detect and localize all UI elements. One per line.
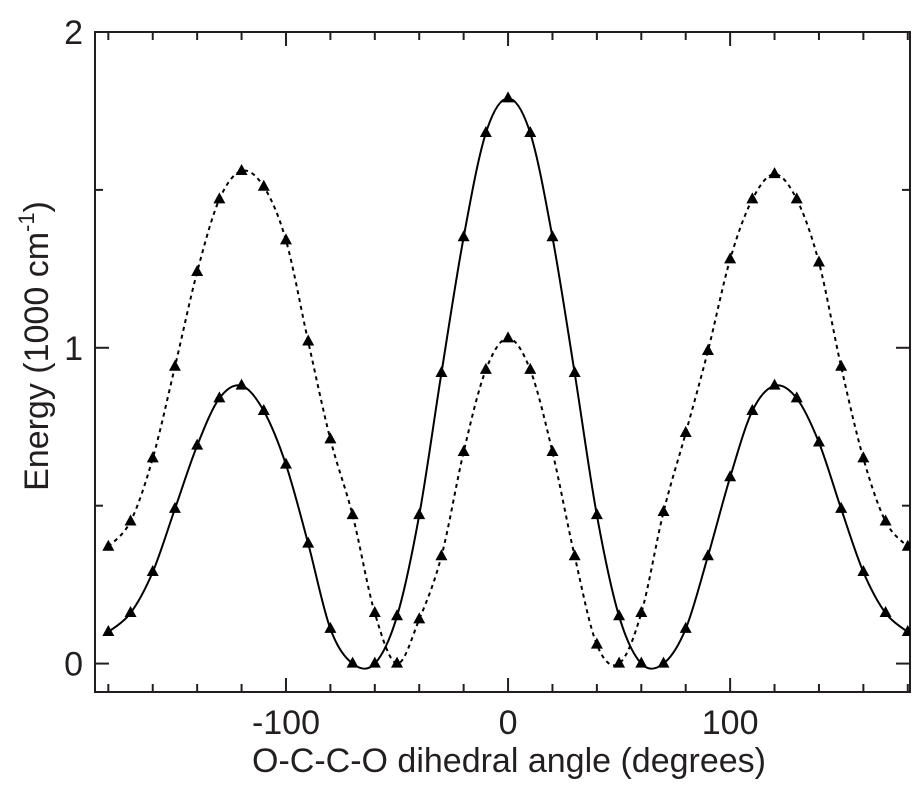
data-point (457, 230, 470, 242)
data-point (613, 609, 626, 621)
data-point (368, 606, 381, 618)
data-point (613, 656, 626, 668)
data-point (391, 656, 404, 668)
data-point (435, 366, 448, 378)
data-point (146, 451, 159, 463)
data-point (835, 359, 848, 371)
data-point (368, 656, 381, 668)
data-point (857, 451, 870, 463)
x-axis-label: O-C-C-O dihedral angle (degrees) (252, 742, 766, 780)
data-point (235, 378, 248, 390)
data-point (124, 606, 137, 618)
y-axis-label: Energy (1000 cm-1) (14, 201, 56, 491)
data-point (146, 565, 159, 576)
data-point (346, 508, 359, 520)
data-point (724, 252, 737, 264)
data-point (391, 609, 404, 621)
data-point (835, 501, 848, 513)
data-point (502, 331, 515, 343)
y-label-end: ) (18, 201, 56, 212)
data-point (413, 508, 426, 520)
data-point (102, 539, 115, 551)
data-point (790, 391, 803, 403)
data-point (479, 362, 492, 374)
data-point (768, 167, 781, 179)
data-point (168, 501, 181, 513)
data-point (102, 625, 115, 636)
data-point (546, 445, 559, 456)
data-point (724, 470, 737, 482)
data-point (590, 637, 603, 649)
y-tick-label: 0 (64, 646, 83, 684)
data-point (413, 612, 426, 624)
data-point (657, 505, 670, 516)
y-label-sup: -1 (14, 212, 39, 232)
data-point (635, 656, 648, 668)
data-point (457, 445, 470, 456)
data-point (635, 606, 648, 618)
data-point (302, 536, 315, 548)
y-label-main: Energy (1000 cm (18, 232, 56, 491)
data-point (746, 192, 759, 204)
y-tick-label: 1 (64, 330, 83, 368)
data-point (257, 179, 270, 191)
data-point (901, 625, 910, 636)
data-point (213, 391, 226, 403)
data-point (679, 426, 692, 438)
data-point (679, 621, 692, 633)
data-point (479, 126, 492, 138)
data-point (879, 514, 892, 526)
data-point (857, 565, 870, 576)
data-point (812, 255, 825, 267)
data-point (279, 457, 292, 469)
data-point (901, 539, 910, 551)
data-point (191, 265, 204, 276)
data-point (168, 359, 181, 371)
data-point (346, 656, 359, 668)
data-point (324, 621, 337, 633)
data-point (812, 435, 825, 447)
data-point (213, 192, 226, 204)
data-point (502, 91, 515, 103)
data-point (701, 343, 714, 355)
data-point (657, 656, 670, 668)
data-point (124, 514, 137, 526)
data-point (701, 549, 714, 561)
data-point (746, 403, 759, 415)
x-tick-label: 0 (499, 704, 518, 742)
data-point (524, 362, 537, 374)
data-point (568, 549, 581, 561)
data-point (324, 432, 337, 444)
x-tick-label: 100 (702, 704, 759, 742)
data-point (191, 438, 204, 450)
data-point (279, 233, 292, 245)
x-tick-label: -100 (252, 704, 320, 742)
data-point (768, 378, 781, 390)
data-point (790, 192, 803, 204)
series-line (107, 169, 909, 667)
data-point (435, 549, 448, 561)
data-point (257, 403, 270, 415)
data-point (302, 334, 315, 346)
data-point (568, 366, 581, 378)
data-point (546, 230, 559, 242)
data-point (879, 606, 892, 618)
data-point (235, 163, 248, 175)
y-tick-label: 2 (64, 14, 83, 52)
data-point (524, 126, 537, 138)
data-point (590, 508, 603, 520)
plot-frame (94, 31, 911, 693)
